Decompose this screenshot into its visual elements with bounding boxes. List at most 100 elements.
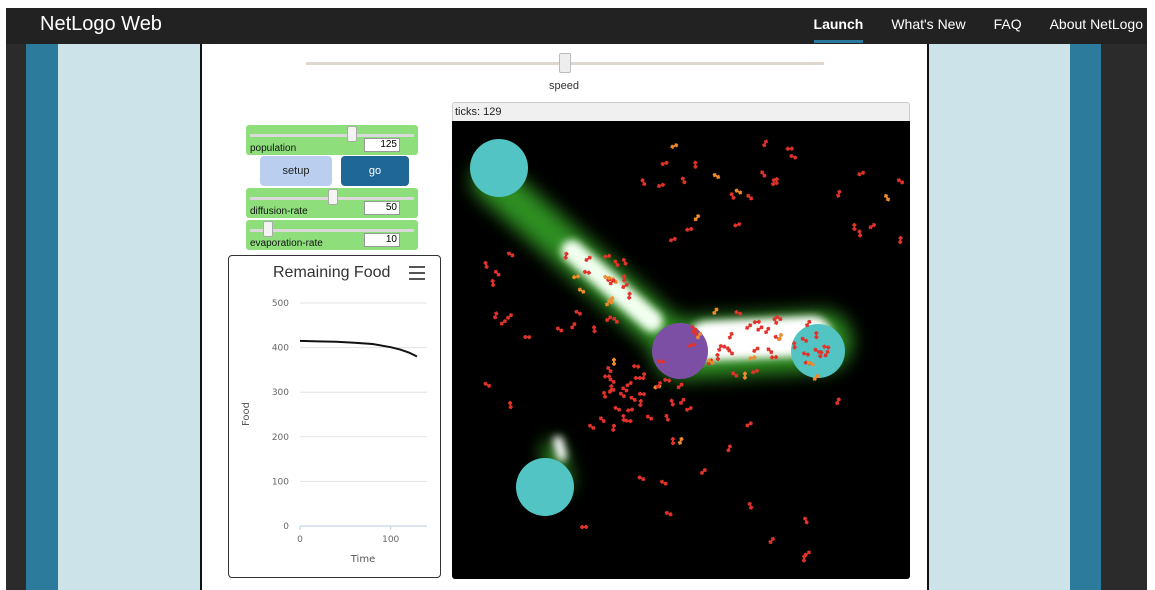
ant [655, 380, 663, 389]
slider-thumb[interactable] [347, 126, 357, 142]
population-value[interactable]: 125 [364, 138, 400, 152]
ant [792, 341, 797, 350]
ant [555, 326, 564, 333]
slider-thumb[interactable] [328, 189, 338, 205]
ant [734, 188, 743, 195]
window-frame [0, 0, 1155, 8]
plot-series-line [299, 339, 418, 358]
ant [806, 360, 815, 367]
ant [770, 355, 779, 360]
y-tick-label: 300 [272, 388, 289, 398]
slider-thumb[interactable] [263, 221, 273, 237]
slider-track[interactable] [250, 229, 414, 232]
ant [730, 371, 739, 378]
nav-links: Launch What's New FAQ About NetLogo [786, 16, 1143, 43]
window-frame [1147, 0, 1155, 590]
ant [857, 229, 863, 238]
nav-whats-new[interactable]: What's New [891, 16, 966, 32]
evaporation-rate-label: evaporation-rate [250, 238, 323, 249]
ant [640, 178, 647, 187]
ant [763, 326, 771, 335]
ant [605, 365, 613, 374]
ant [603, 274, 612, 281]
ant [506, 251, 515, 258]
ant [804, 319, 812, 328]
ant [608, 377, 616, 385]
menu-icon[interactable] [409, 266, 425, 280]
ant [680, 176, 687, 185]
diffusion-rate-value[interactable]: 50 [364, 201, 400, 215]
ant [605, 315, 613, 323]
setup-button[interactable]: setup [260, 156, 332, 186]
nav-about[interactable]: About NetLogo [1049, 16, 1143, 32]
ant [637, 475, 646, 482]
diffusion-rate-label: diffusion-rate [250, 206, 308, 217]
y-tick-label: 200 [272, 433, 289, 443]
evaporation-rate-value[interactable]: 10 [364, 233, 400, 247]
bg-panel [1101, 44, 1147, 590]
ant [659, 479, 668, 486]
slider-track[interactable] [250, 134, 414, 137]
ant [750, 368, 760, 375]
y-tick-label: 500 [272, 299, 289, 309]
ant [802, 516, 809, 525]
bg-panel [1070, 44, 1101, 590]
remaining-food-plot: Remaining Food 0 100 200 300 400 500 0 100 Tim… [228, 255, 441, 578]
nav-launch[interactable]: Launch [813, 16, 864, 43]
ant [774, 177, 779, 186]
ant [852, 222, 857, 232]
ant [582, 269, 592, 275]
go-button[interactable]: go [341, 156, 409, 186]
ant [625, 380, 633, 388]
ant [812, 373, 820, 381]
evaporation-rate-slider[interactable]: evaporation-rate 10 [246, 220, 418, 250]
ant [896, 177, 905, 185]
y-tick-label: 0 [283, 522, 289, 532]
ant [629, 395, 637, 403]
nav-faq[interactable]: FAQ [993, 16, 1022, 32]
ant [766, 347, 774, 355]
ant [756, 325, 764, 332]
world-view[interactable] [452, 121, 910, 579]
y-axis-label: Food [241, 402, 252, 426]
ant [571, 274, 581, 280]
ant [493, 269, 501, 277]
ant [687, 342, 697, 348]
ant [664, 510, 673, 517]
ant [656, 182, 666, 189]
ant [612, 316, 620, 324]
bg-panel [58, 44, 200, 590]
population-slider[interactable]: population 125 [246, 125, 418, 155]
ant [699, 467, 707, 476]
ant [857, 170, 866, 177]
ant [752, 319, 761, 325]
ant [685, 226, 694, 232]
ant [620, 386, 629, 393]
ant [742, 371, 747, 380]
brand[interactable]: NetLogo Web [40, 13, 162, 35]
ant [747, 501, 754, 510]
plot-area: 0 100 200 300 400 500 0 100 Time Food [241, 299, 427, 565]
bg-panel [6, 44, 26, 590]
ant [772, 316, 779, 326]
ant [684, 405, 693, 412]
ant [868, 222, 877, 230]
ant [577, 287, 586, 294]
speed-slider-thumb[interactable] [559, 53, 571, 73]
ant [693, 213, 701, 222]
ant [621, 257, 628, 266]
ant [712, 172, 721, 180]
ant [625, 407, 635, 413]
ant [664, 413, 671, 422]
ant [883, 193, 891, 202]
ant [627, 291, 632, 300]
ant [632, 364, 641, 369]
ant [814, 331, 819, 340]
ant [777, 332, 784, 342]
ant [618, 391, 627, 399]
bg-panel [929, 44, 1070, 590]
ant [898, 235, 903, 245]
ant [748, 355, 757, 361]
diffusion-rate-slider[interactable]: diffusion-rate 50 [246, 188, 418, 218]
ants [483, 139, 905, 563]
